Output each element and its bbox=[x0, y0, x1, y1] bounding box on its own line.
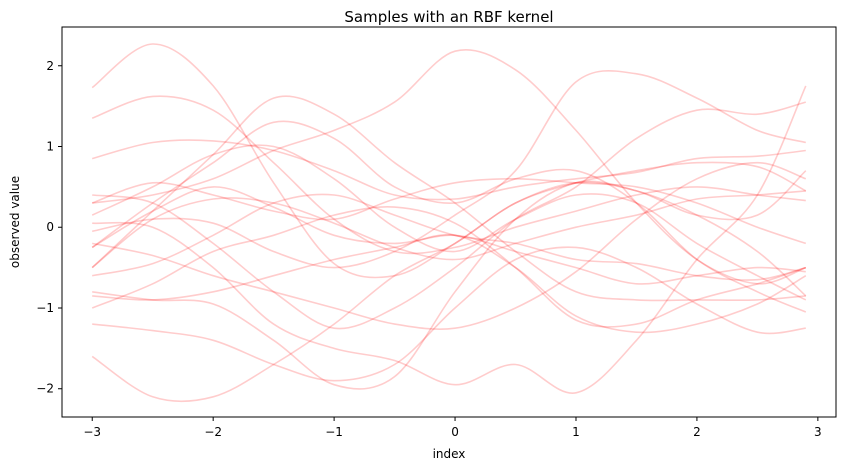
sample-line-8 bbox=[92, 101, 806, 330]
y-axis-label: observed value bbox=[8, 176, 22, 268]
sample-line-15 bbox=[91, 206, 807, 328]
x-tick-label: 2 bbox=[693, 425, 701, 439]
sample-line-14 bbox=[92, 233, 807, 334]
series-lines bbox=[91, 43, 807, 403]
sample-line-9 bbox=[91, 95, 806, 302]
sample-line-1 bbox=[91, 43, 807, 279]
x-tick-label: −2 bbox=[204, 425, 222, 439]
x-axis-label: index bbox=[433, 447, 466, 461]
chart-title: Samples with an RBF kernel bbox=[344, 8, 553, 26]
sample-line-10 bbox=[91, 177, 807, 245]
sample-line-4 bbox=[92, 49, 807, 285]
y-tick-label: 1 bbox=[46, 140, 54, 154]
sample-line-11 bbox=[91, 186, 806, 285]
sample-line-6 bbox=[91, 120, 807, 313]
sample-line-13 bbox=[92, 193, 806, 281]
sample-line-7 bbox=[92, 69, 807, 269]
sample-line-5 bbox=[91, 144, 807, 301]
y-tick-label: 0 bbox=[46, 220, 54, 234]
sample-line-19 bbox=[92, 85, 807, 394]
sample-line-18 bbox=[92, 180, 807, 390]
plot-frame bbox=[61, 26, 837, 418]
sample-line-12 bbox=[92, 161, 807, 330]
sample-line-16 bbox=[92, 246, 806, 382]
x-tick-label: 3 bbox=[814, 425, 822, 439]
x-axis: −3 −2 −1 0 1 2 3 bbox=[83, 417, 822, 439]
sample-line-3 bbox=[91, 139, 806, 201]
x-tick-label: 0 bbox=[451, 425, 459, 439]
x-tick-label: 1 bbox=[572, 425, 580, 439]
sample-line-2 bbox=[91, 95, 806, 255]
x-tick-label: −1 bbox=[325, 425, 343, 439]
y-tick-label: 2 bbox=[46, 59, 54, 73]
x-tick-label: −3 bbox=[83, 425, 101, 439]
sample-line-17 bbox=[91, 170, 807, 403]
sample-line-20 bbox=[91, 190, 806, 269]
y-tick-label: −1 bbox=[36, 301, 54, 315]
y-tick-label: −2 bbox=[36, 382, 54, 396]
y-axis: −2 −1 0 1 2 bbox=[36, 59, 62, 396]
